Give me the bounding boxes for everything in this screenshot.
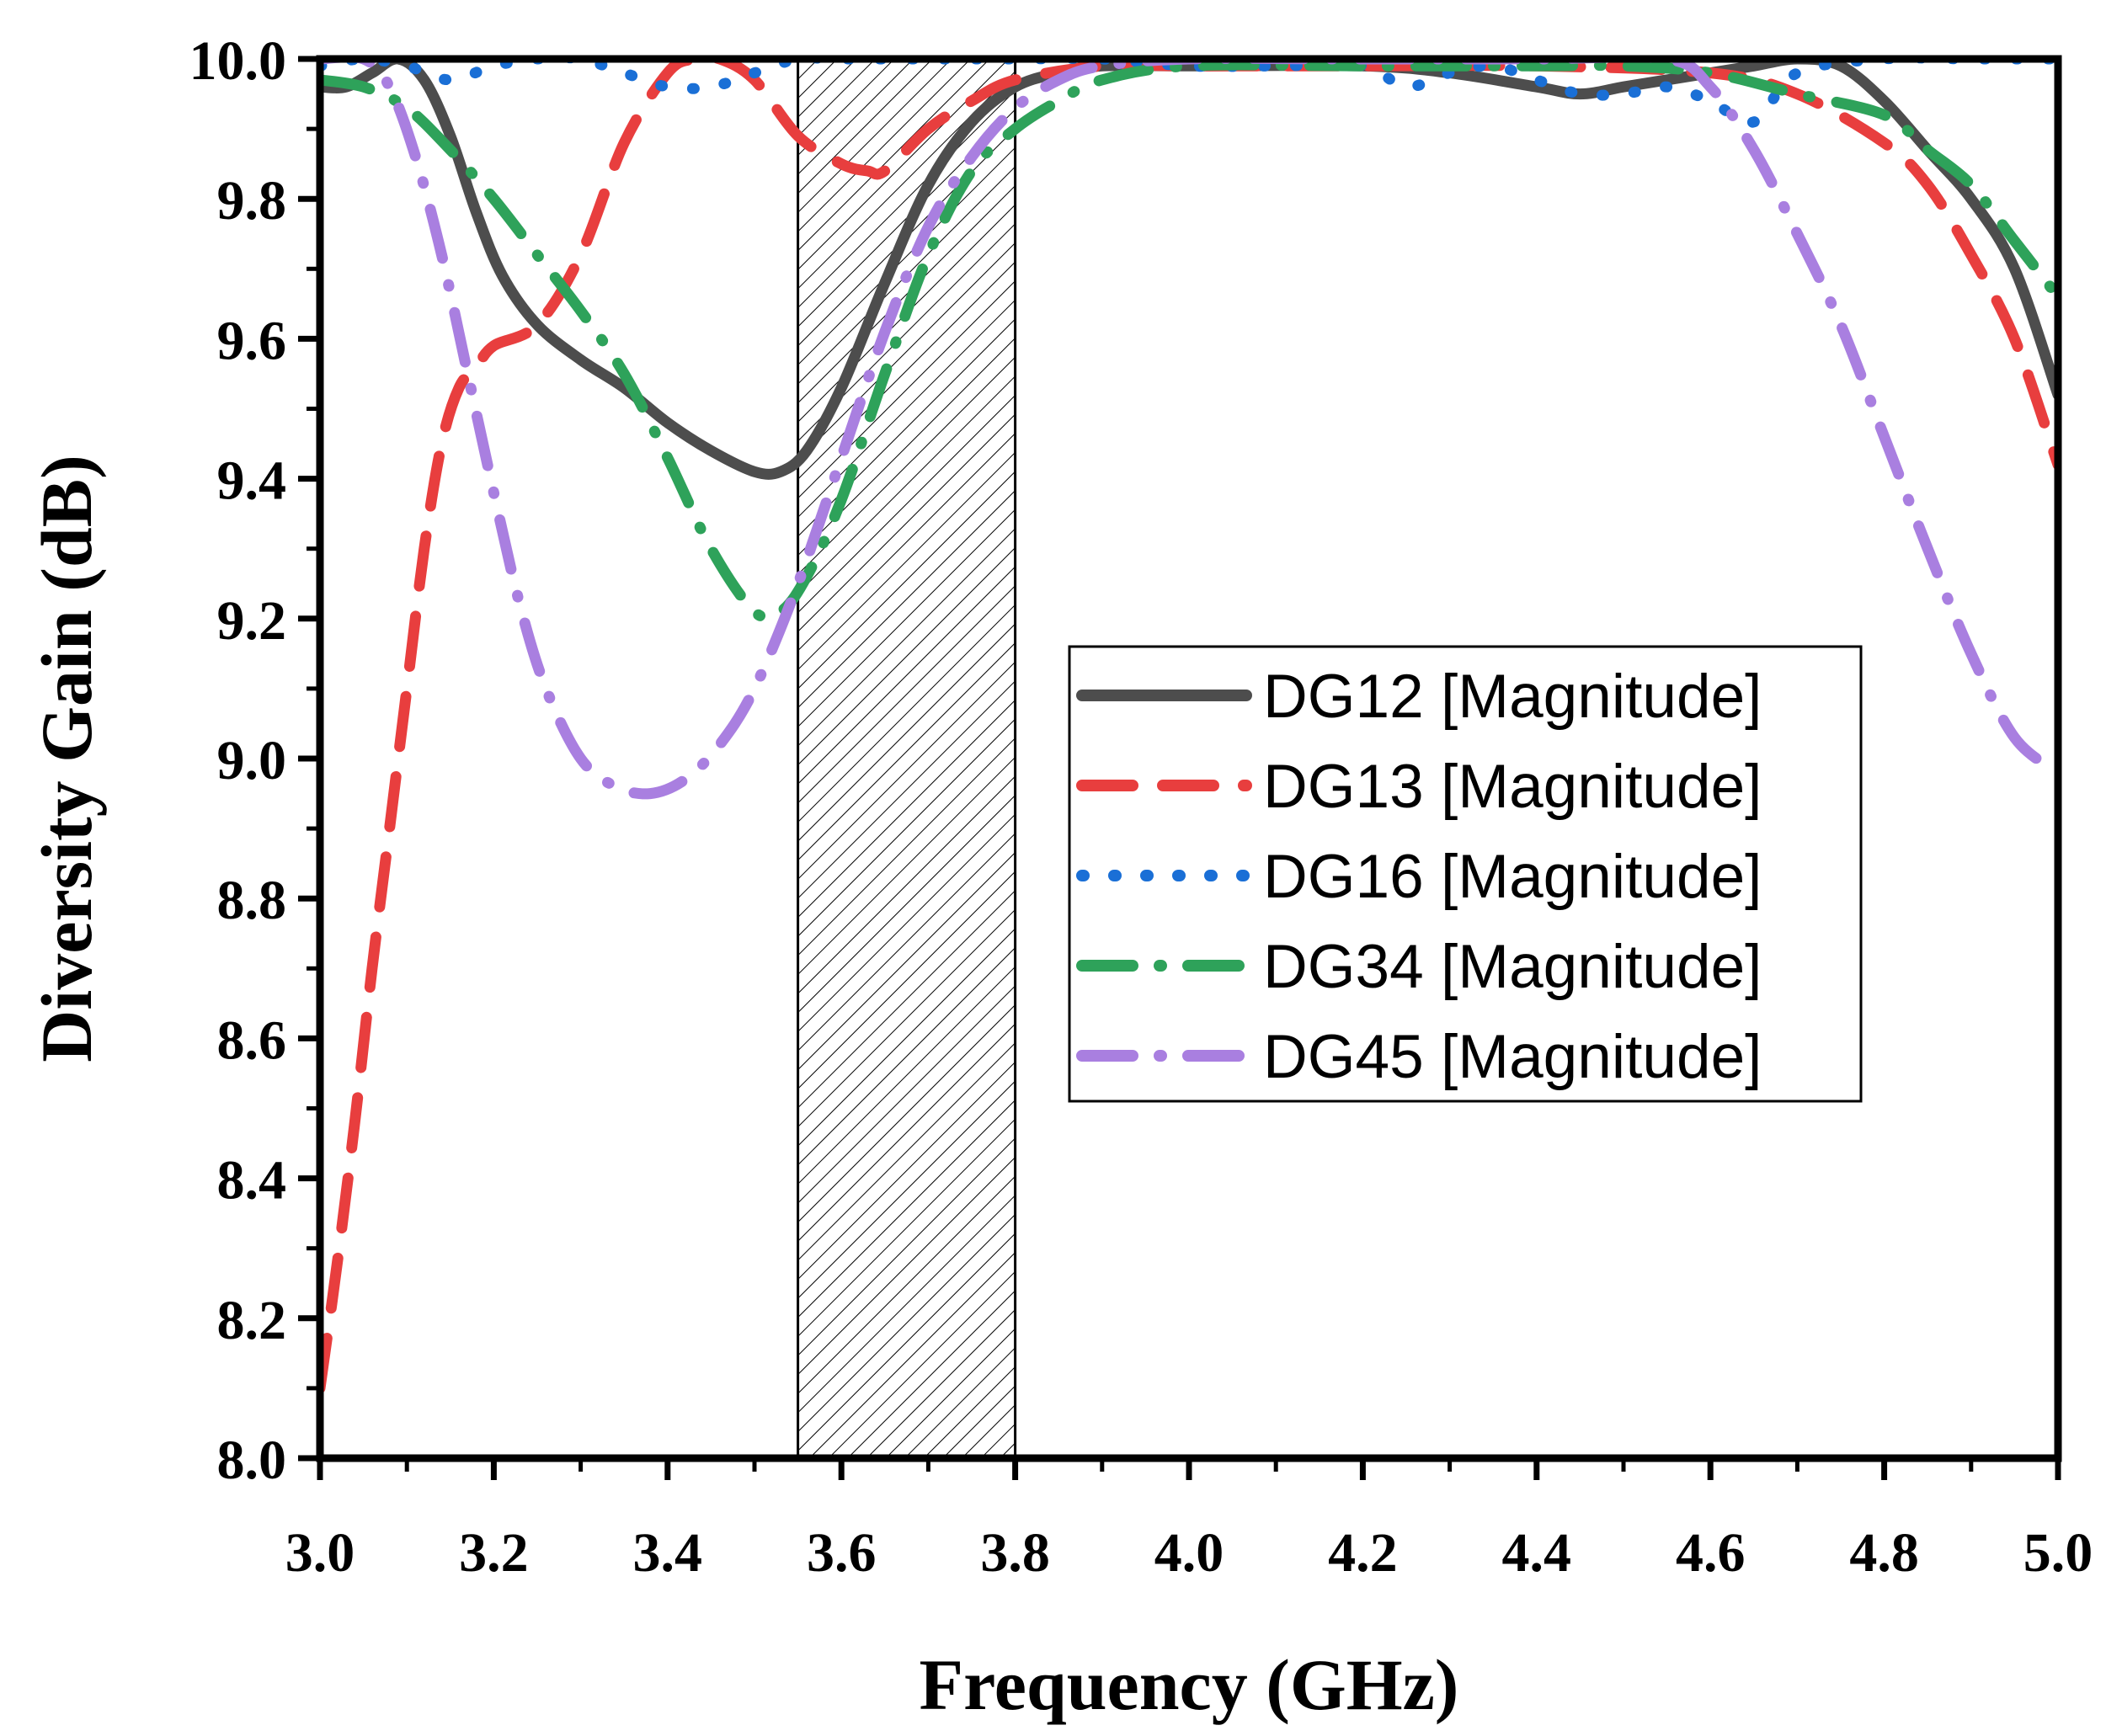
x-tick-label: 3.6: [807, 1522, 877, 1584]
x-tick-label: 4.8: [1849, 1522, 1919, 1584]
y-tick-label: 9.0: [217, 730, 287, 791]
x-tick-label: 4.0: [1154, 1522, 1224, 1584]
y-tick-label: 8.8: [217, 870, 287, 931]
legend-label: DG34 [Magnitude]: [1263, 933, 1762, 1001]
legend-label: DG12 [Magnitude]: [1263, 663, 1762, 731]
legend-label: DG13 [Magnitude]: [1263, 753, 1762, 821]
x-tick-label: 5.0: [2023, 1522, 2093, 1584]
x-tick-label: 3.8: [980, 1522, 1050, 1584]
y-tick-label: 8.6: [217, 1009, 287, 1071]
series-line-dg45: [320, 59, 2058, 800]
y-axis-title: Diversity Gain (dB): [26, 455, 107, 1062]
x-tick-label: 4.6: [1676, 1522, 1746, 1584]
x-tick-label: 3.2: [459, 1522, 529, 1584]
legend-label: DG45 [Magnitude]: [1263, 1023, 1762, 1091]
legend-label: DG16 [Magnitude]: [1263, 843, 1762, 911]
y-tick-label: 9.2: [217, 590, 287, 652]
legend-box: [1068, 645, 1863, 1103]
x-axis-title: Frequency (GHz): [920, 1644, 1459, 1725]
series-line-dg34: [320, 59, 2058, 624]
x-tick-label: 3.4: [633, 1522, 703, 1584]
x-tick-label: 4.4: [1502, 1522, 1572, 1584]
y-tick-label: 8.0: [217, 1430, 287, 1491]
y-tick-label: 9.6: [217, 310, 287, 371]
y-tick-label: 8.4: [217, 1150, 287, 1211]
y-tick-label: 9.8: [217, 170, 287, 232]
y-tick-label: 9.4: [217, 450, 287, 512]
x-tick-label: 3.0: [285, 1522, 355, 1584]
y-tick-label: 10.0: [189, 30, 287, 92]
x-tick-label: 4.2: [1328, 1522, 1398, 1584]
axis-ticks: 3.0 3.2 3.4 3.6 3.8 4.0 4.2 4.4 4.6 4.8 5.0 8.0 8.2 8…: [189, 30, 2093, 1584]
shaded-frequency-band: [797, 57, 1017, 1460]
legend: DG12 [Magnitude] DG13 [Magnitude] DG16 [Ma…: [1068, 645, 1863, 1103]
y-tick-label: 8.2: [217, 1290, 287, 1351]
